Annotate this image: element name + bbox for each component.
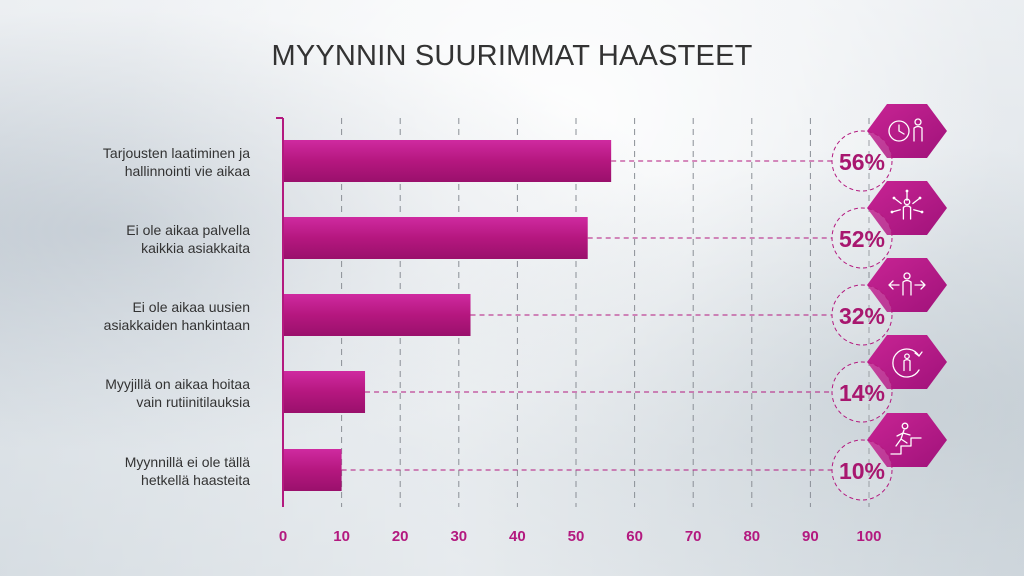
connector-lines xyxy=(341,160,832,471)
bar xyxy=(284,217,588,259)
category-labels: Tarjousten laatiminen ja hallinnointi vie… xyxy=(103,145,250,488)
value-circle xyxy=(831,439,893,501)
chart-title: MYYNNIN SUURIMMAT HAASTEET xyxy=(271,40,753,72)
x-tick-label: 20 xyxy=(392,528,409,545)
value-circle xyxy=(831,361,893,423)
value-label: 56% xyxy=(839,149,885,175)
value-label: 32% xyxy=(839,303,885,329)
value-circle xyxy=(831,207,893,269)
x-tick-label: 80 xyxy=(743,528,760,545)
x-tick-label: 70 xyxy=(685,528,702,545)
x-tick-label: 40 xyxy=(509,528,526,545)
category-label: Ei ole aikaa palvella kaikkia asiakkaita xyxy=(126,222,250,256)
bar xyxy=(284,140,612,182)
x-tick-label: 100 xyxy=(856,528,881,545)
x-tick-label: 50 xyxy=(568,528,585,545)
x-tick-label: 90 xyxy=(802,528,819,545)
x-tick-labels: 0 10 20 30 40 50 60 70 80 90 100 xyxy=(279,528,882,545)
x-tick-label: 0 xyxy=(279,528,287,545)
x-tick-label: 60 xyxy=(626,528,643,545)
value-label: 52% xyxy=(839,226,885,252)
bars xyxy=(284,140,612,491)
x-tick-label: 30 xyxy=(450,528,467,545)
category-label: Tarjousten laatiminen ja hallinnointi vie… xyxy=(103,145,250,179)
bar xyxy=(284,294,471,336)
value-label: 10% xyxy=(839,458,885,484)
x-tick-label: 10 xyxy=(333,528,350,545)
bar xyxy=(284,449,342,491)
category-label: Myynnillä ei ole tällä hetkellä haasteita xyxy=(125,454,251,488)
bar xyxy=(284,371,366,413)
value-circle xyxy=(831,130,893,192)
y-axis xyxy=(276,117,284,507)
value-label: 14% xyxy=(839,380,885,406)
value-circle xyxy=(831,284,893,346)
category-label: Ei ole aikaa uusien asiakkaiden hankintaa… xyxy=(104,299,250,333)
category-label: Myyjillä on aikaa hoitaa vain rutiinitila… xyxy=(105,376,250,410)
value-badges: 56% 52% 32% 14% 10% xyxy=(831,104,947,501)
